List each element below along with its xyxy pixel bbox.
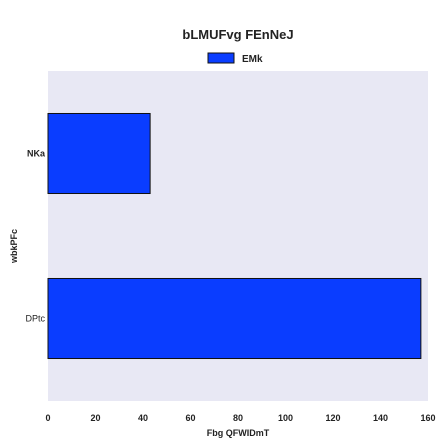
y-tick-labels: NKa DPtc [25, 149, 45, 324]
y-tick-label-dptc: DPtc [25, 314, 45, 324]
legend-swatch-emk [207, 52, 235, 64]
x-axis-label: Fbg QFWIDmT [207, 428, 270, 438]
bar-nka [47, 112, 151, 195]
x-tick-label-100: 100 [278, 413, 293, 423]
bar-dptc [47, 277, 422, 360]
x-tick-label-40: 40 [138, 413, 148, 423]
x-tick-label-80: 80 [233, 413, 243, 423]
x-tick-label-140: 140 [373, 413, 388, 423]
bars [47, 112, 422, 360]
legend-label-emk: EMk [242, 54, 263, 65]
chart-title: bLMUFvg FEnNeJ [182, 27, 293, 42]
x-tick-label-120: 120 [325, 413, 340, 423]
x-tick-label-160: 160 [420, 413, 435, 423]
y-axis-label: wbkPFc [9, 229, 19, 264]
x-tick-label-60: 60 [185, 413, 195, 423]
x-tick-labels: 0 20 40 60 80 100 120 140 160 [45, 413, 435, 423]
x-tick-label-0: 0 [45, 413, 50, 423]
legend: EMk [207, 52, 263, 65]
y-tick-label-nka: NKa [27, 149, 46, 159]
x-tick-label-20: 20 [90, 413, 100, 423]
